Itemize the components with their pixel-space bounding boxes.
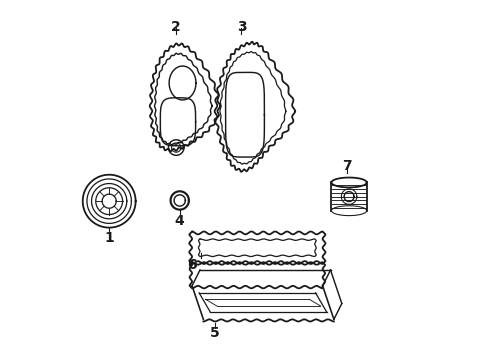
Text: 7: 7 xyxy=(343,159,352,173)
Text: 6: 6 xyxy=(187,258,197,272)
Text: 3: 3 xyxy=(237,19,246,33)
Text: 1: 1 xyxy=(104,231,114,245)
Text: 5: 5 xyxy=(210,327,220,341)
Text: 2: 2 xyxy=(172,19,181,33)
Text: 4: 4 xyxy=(175,213,185,228)
